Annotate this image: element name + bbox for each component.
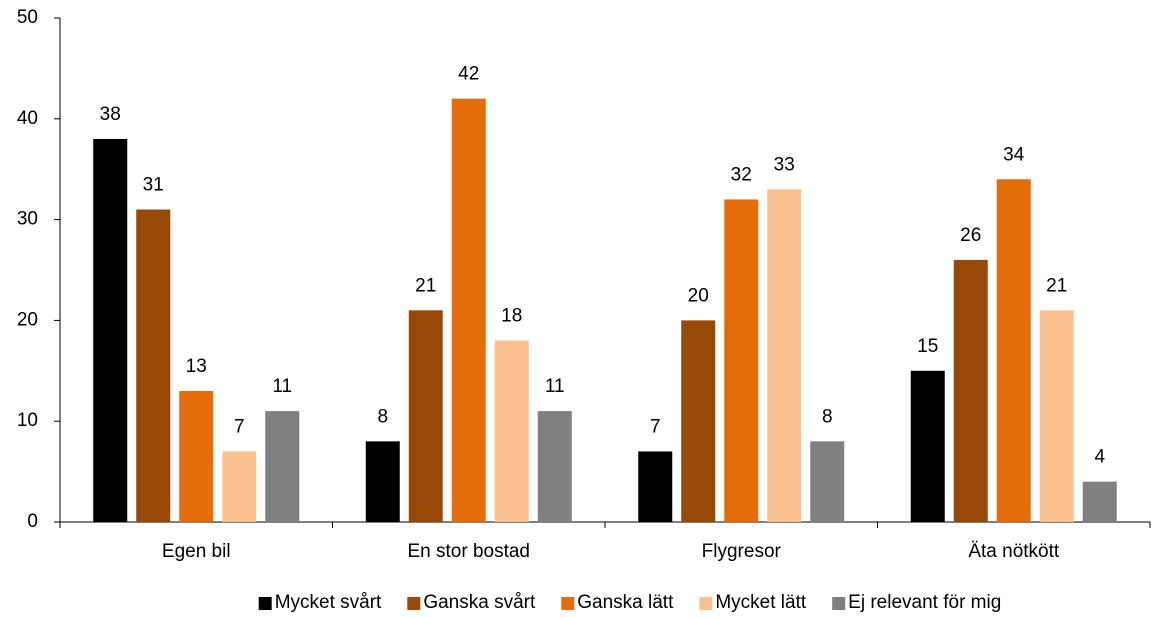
legend-label: Ej relevant för mig [848,592,1001,613]
value-label: 15 [917,336,938,357]
y-tick-label: 20 [17,309,38,330]
x-tick-label: Flygresor [702,541,782,562]
bar [767,189,802,523]
bar [810,441,845,522]
value-label: 26 [960,225,981,246]
value-label: 8 [377,406,388,427]
x-tick-label: Egen bil [162,541,231,562]
bar [724,199,759,522]
value-label: 20 [688,285,709,306]
bar [93,138,128,522]
value-label: 21 [1046,275,1067,296]
legend-label: Mycket svårt [275,592,382,613]
legend-label: Ganska svårt [423,592,536,613]
bar [494,340,529,522]
value-label: 13 [186,356,207,377]
value-label: 8 [822,406,833,427]
bar [953,259,988,522]
value-label: 33 [774,154,795,175]
x-tick-label: Äta nötkött [968,541,1060,562]
bar [638,451,673,522]
bar [265,411,300,522]
x-tick-label: En stor bostad [407,541,530,562]
legend-label: Mycket lätt [715,592,807,613]
value-label: 31 [143,175,164,196]
value-label: 4 [1094,447,1105,468]
bar [681,320,716,522]
bar [910,370,945,522]
bar [365,441,400,522]
legend-label: Ganska lätt [577,592,674,613]
bar [1082,481,1117,522]
value-label: 7 [234,416,245,437]
bar [136,209,171,522]
y-tick-label: 10 [17,410,38,431]
bar [408,310,443,522]
legend-swatch [699,597,713,610]
value-label: 7 [650,416,661,437]
bar [537,411,572,522]
bar [179,390,214,522]
value-label: 34 [1003,144,1025,165]
value-label: 11 [272,376,292,397]
bar [1039,310,1074,522]
value-label: 18 [501,306,522,327]
y-tick-label: 50 [17,7,38,28]
legend-swatch [258,597,272,610]
value-label: 42 [458,64,479,85]
legend-swatch [832,597,846,610]
value-label: 32 [731,164,752,185]
y-tick-label: 0 [27,511,38,532]
y-tick-label: 40 [17,108,38,129]
bar [451,98,486,522]
bar [222,451,257,522]
value-label: 38 [100,104,121,125]
legend-swatch [407,597,421,610]
value-label: 21 [415,275,436,296]
value-label: 11 [545,376,565,397]
legend-swatch [561,597,575,610]
y-tick-label: 30 [17,209,38,230]
bar [996,179,1031,522]
